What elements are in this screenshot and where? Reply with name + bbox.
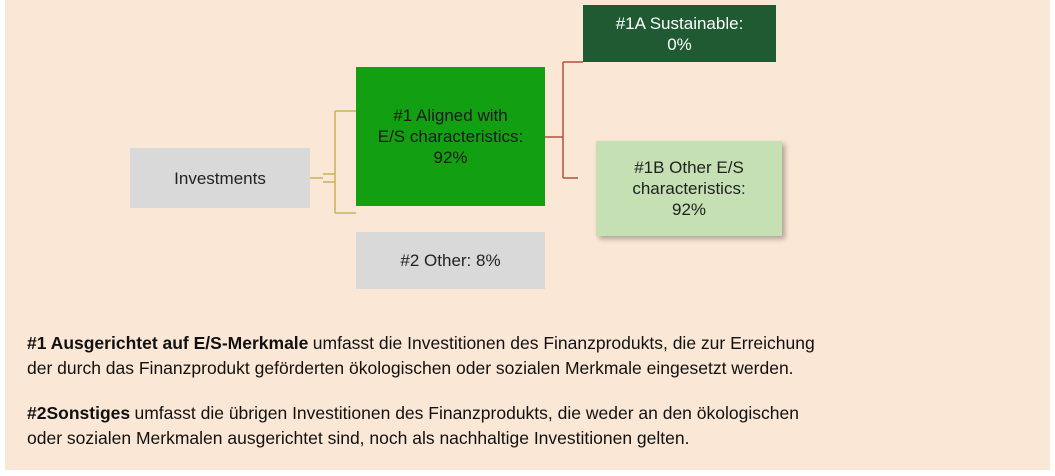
paragraph-line: #2Sonstiges umfasst die übrigen Investiti… <box>27 401 799 426</box>
node-label: #1 Aligned with <box>393 106 508 125</box>
red-connector <box>545 61 583 179</box>
node-label: E/S characteristics: <box>377 127 524 146</box>
paragraph-line: #1 Ausgerichtet auf E/S-Merkmale umfasst … <box>27 331 815 356</box>
node-label: 92% <box>433 148 468 167</box>
paragraph-bold: #2Sonstiges <box>27 403 131 423</box>
node-label: characteristics: <box>632 179 746 198</box>
paragraph: #2Sonstiges umfasst die übrigen Investiti… <box>27 401 799 451</box>
node-label: Investments <box>174 168 266 188</box>
paragraph-text: oder sozialen Merkmalen ausgerichtet sin… <box>27 428 690 448</box>
paragraph-text: umfasst die Investitionen des Finanzprod… <box>312 333 815 353</box>
paragraph-text: der durch das Finanzprodukt geförderten … <box>27 358 794 378</box>
olive-connector <box>310 110 356 214</box>
paragraph: #1 Ausgerichtet auf E/S-Merkmale umfasst … <box>27 331 815 381</box>
node-label: #2 Other: 8% <box>400 251 501 270</box>
paragraph-text: umfasst die übrigen Investitionen des Fi… <box>134 403 799 423</box>
node-label: #1A Sustainable: <box>615 13 744 33</box>
paragraph-bold: #1 Ausgerichtet auf E/S-Merkmale <box>27 333 309 353</box>
connectors <box>310 61 583 214</box>
node-label: 0% <box>667 34 692 54</box>
node-label: #1B Other E/S <box>634 158 744 177</box>
node-sustainable: #1A Sustainable: 0% <box>583 5 776 62</box>
node-other-es: #1B Other E/S characteristics: 92% <box>596 141 782 236</box>
diagram-panel: Investments #1 Aligned with E/S character… <box>5 0 1050 470</box>
node-aligned: #1 Aligned with E/S characteristics: 92% <box>356 67 545 206</box>
node-other: #2 Other: 8% <box>356 232 545 289</box>
node-label: 92% <box>671 200 707 219</box>
node-investments: Investments <box>130 148 310 208</box>
